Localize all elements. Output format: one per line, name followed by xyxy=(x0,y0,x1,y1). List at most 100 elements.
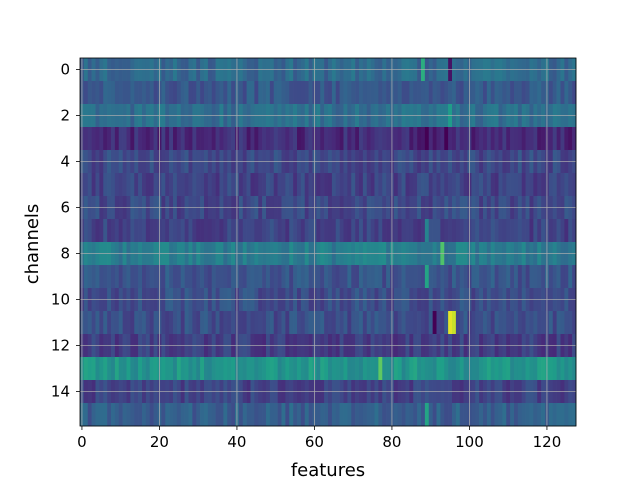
heatmap-cell xyxy=(188,81,193,105)
heatmap-cell xyxy=(382,357,387,381)
heatmap-cell xyxy=(126,219,131,243)
heatmap-cell xyxy=(173,173,178,197)
heatmap-cell xyxy=(269,311,275,335)
heatmap-cell xyxy=(424,357,430,381)
heatmap-cell xyxy=(285,127,290,151)
heatmap-cell xyxy=(347,219,352,243)
heatmap-cell xyxy=(366,403,371,427)
heatmap-cell xyxy=(293,173,298,197)
heatmap-cell xyxy=(409,265,414,289)
heatmap-cell xyxy=(204,311,209,335)
heatmap-cell xyxy=(99,127,104,151)
heatmap-cell xyxy=(417,403,422,427)
heatmap-cell xyxy=(409,127,414,151)
heatmap-cell xyxy=(103,357,108,381)
heatmap-cell xyxy=(269,357,275,381)
heatmap-cell xyxy=(486,173,492,197)
heatmap-cell xyxy=(227,265,232,289)
heatmap-cell xyxy=(173,81,178,105)
heatmap-cell xyxy=(440,219,445,243)
heatmap-cell xyxy=(258,127,263,151)
heatmap-cell xyxy=(436,357,441,381)
heatmap-cell xyxy=(533,81,538,105)
heatmap-cell xyxy=(483,311,488,335)
heatmap-cells xyxy=(80,58,577,427)
heatmap-cell xyxy=(455,173,461,197)
heatmap-cell xyxy=(335,265,340,289)
heatmap-cell xyxy=(424,265,430,289)
heatmap-cell xyxy=(475,127,480,151)
heatmap-cell xyxy=(91,81,96,105)
heatmap-cell xyxy=(564,127,569,151)
heatmap-cell xyxy=(200,219,205,243)
heatmap-cell xyxy=(347,127,352,151)
heatmap-cell xyxy=(227,311,232,335)
heatmap-cell xyxy=(533,403,538,427)
heatmap-cell xyxy=(355,219,360,243)
heatmap-cell xyxy=(541,357,546,381)
heatmap-cell xyxy=(370,311,375,335)
heatmap-cell xyxy=(165,127,170,151)
heatmap-cell xyxy=(483,219,488,243)
heatmap-cell xyxy=(351,127,356,151)
heatmap-cell xyxy=(297,127,302,151)
heatmap-cell xyxy=(486,357,492,381)
heatmap-cell xyxy=(258,311,263,335)
heatmap-cell xyxy=(347,357,352,381)
heatmap-cell xyxy=(374,311,379,335)
heatmap-cell xyxy=(386,219,391,243)
heatmap-cell xyxy=(231,219,236,243)
heatmap-cell xyxy=(494,81,499,105)
heatmap-cell xyxy=(331,357,337,381)
heatmap-cell xyxy=(421,127,426,151)
heatmap-cell xyxy=(145,173,151,197)
heatmap-cell xyxy=(548,311,554,335)
heatmap-cell xyxy=(114,403,120,427)
heatmap-cell xyxy=(564,81,569,105)
heatmap-cell xyxy=(572,265,577,289)
heatmap-cell xyxy=(231,357,236,381)
heatmap-cell xyxy=(521,173,526,197)
heatmap-cell xyxy=(409,311,414,335)
heatmap-cell xyxy=(537,219,542,243)
heatmap-cell xyxy=(266,357,271,381)
heatmap-cell xyxy=(432,219,437,243)
heatmap-cell xyxy=(463,219,468,243)
heatmap-cell xyxy=(142,219,147,243)
heatmap-cell xyxy=(173,219,178,243)
heatmap-cell xyxy=(254,81,259,105)
heatmap-cell xyxy=(293,403,298,427)
heatmap-cell xyxy=(498,173,503,197)
heatmap-cell xyxy=(343,311,348,335)
heatmap-cell xyxy=(231,127,236,151)
heatmap-cell xyxy=(269,81,275,105)
heatmap-cell xyxy=(463,265,468,289)
heatmap-cell xyxy=(331,265,337,289)
heatmap-cell xyxy=(262,357,267,381)
heatmap-cell xyxy=(413,127,418,151)
heatmap-cell xyxy=(498,127,503,151)
heatmap-cell xyxy=(514,81,519,105)
heatmap-cell xyxy=(165,357,170,381)
grid-lines xyxy=(80,58,576,426)
heatmap-cell xyxy=(91,357,96,381)
heatmap-cell xyxy=(502,127,507,151)
heatmap-cell xyxy=(219,81,224,105)
heatmap-cell xyxy=(401,81,406,105)
heatmap-cell xyxy=(517,127,523,151)
heatmap-cell xyxy=(455,81,461,105)
heatmap-cell xyxy=(304,311,309,335)
heatmap-cell xyxy=(300,219,306,243)
heatmap-cell xyxy=(254,265,259,289)
heatmap-cell xyxy=(475,265,480,289)
heatmap-cell xyxy=(428,173,433,197)
y-tick-label: 4 xyxy=(60,153,70,171)
heatmap-cell xyxy=(436,311,441,335)
heatmap-cell xyxy=(266,81,271,105)
heatmap-cell xyxy=(149,173,154,197)
y-tick-label: 6 xyxy=(60,199,70,217)
heatmap-cell xyxy=(335,403,340,427)
heatmap-cell xyxy=(498,219,503,243)
heatmap-cell xyxy=(510,311,515,335)
heatmap-cell xyxy=(289,219,294,243)
